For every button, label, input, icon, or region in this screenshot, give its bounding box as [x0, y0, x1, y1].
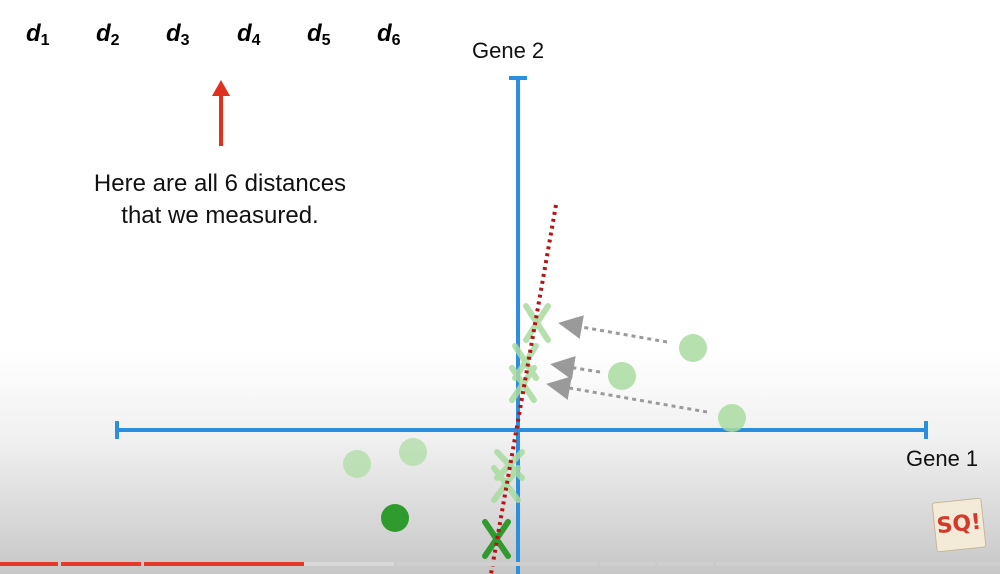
logo-text: SQ!: [935, 509, 983, 540]
data-point: [718, 404, 746, 432]
distance-label-6: d6: [377, 20, 401, 50]
video-progress-bar[interactable]: [0, 562, 1000, 566]
progress-chapter[interactable]: [397, 562, 597, 566]
distance-subscript: 2: [110, 32, 120, 49]
distance-letter: d: [166, 20, 181, 47]
data-point: [399, 438, 427, 466]
distance-subscript: 6: [391, 32, 401, 49]
projection-arrow: [546, 376, 708, 414]
distance-label-3: d3: [166, 20, 190, 50]
progress-chapter[interactable]: [600, 562, 655, 566]
progress-chapter[interactable]: [304, 562, 394, 566]
distance-letter: d: [377, 20, 392, 47]
progress-chapter[interactable]: [716, 562, 1000, 566]
x-axis: [115, 421, 928, 439]
data-point: [381, 504, 409, 532]
distance-letter: d: [96, 20, 111, 47]
caption-line-2: that we measured.: [121, 202, 319, 229]
y-axis-label: Gene 2: [472, 38, 545, 63]
x-axis-label: Gene 1: [906, 446, 979, 471]
red-up-arrow-icon: [212, 80, 230, 146]
projected-point-dark-x-icon: [482, 519, 511, 559]
progress-chapter[interactable]: [61, 562, 141, 566]
distance-letter: d: [307, 20, 322, 47]
distance-subscript: 1: [40, 32, 50, 49]
projection-arrow: [550, 356, 601, 380]
caption-line-1: Here are all 6 distances: [93, 170, 347, 197]
channel-logo: SQ!: [931, 497, 987, 553]
y-axis: [509, 76, 527, 574]
progress-chapter[interactable]: [658, 562, 713, 566]
projection-arrow: [558, 315, 668, 344]
projected-point-x-icon: [491, 465, 521, 503]
progress-chapter[interactable]: [0, 562, 58, 566]
distance-letter: d: [26, 20, 41, 47]
distance-letter: d: [237, 20, 252, 47]
progress-chapter[interactable]: [144, 562, 304, 566]
data-point: [679, 334, 707, 362]
data-point: [343, 450, 371, 478]
distance-subscript: 4: [251, 32, 261, 49]
distance-subscript: 3: [180, 32, 190, 49]
caption: Here are all 6 distances that we measure…: [60, 168, 380, 232]
distance-label-4: d4: [237, 20, 261, 50]
distance-label-1: d1: [26, 20, 50, 50]
data-point: [608, 362, 636, 390]
distance-subscript: 5: [321, 32, 331, 49]
distance-label-2: d2: [96, 20, 120, 50]
distance-label-5: d5: [307, 20, 331, 50]
